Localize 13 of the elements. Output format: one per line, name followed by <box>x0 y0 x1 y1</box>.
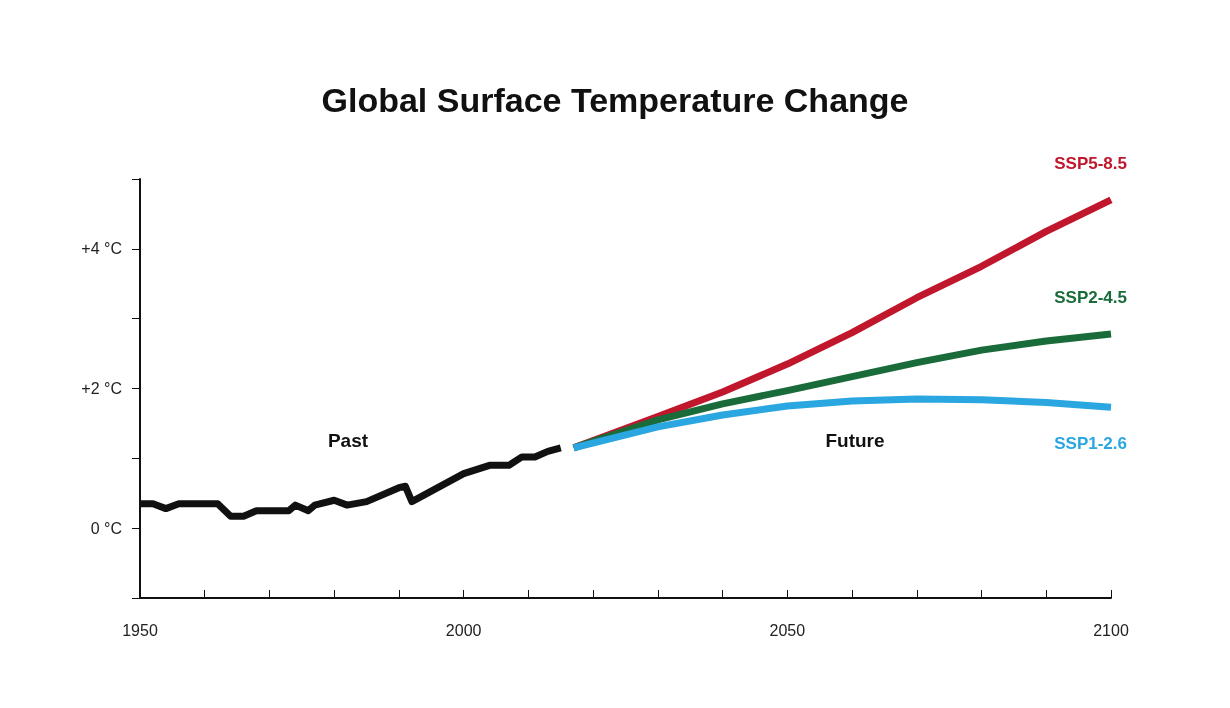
y-tick-label: 0 °C <box>90 519 122 537</box>
series-label: SSP1-2.6 <box>1054 434 1127 454</box>
y-tick-label: +2 °C <box>81 380 122 397</box>
chart-title: Global Surface Temperature Change <box>321 81 909 119</box>
y-tick-label: +4 °C <box>81 240 122 258</box>
x-tick-label: 2100 <box>1093 621 1129 639</box>
x-tick-label: 2000 <box>445 621 482 639</box>
annotation: Future <box>825 429 885 451</box>
series-label: SSP5-8.5 <box>1054 153 1127 173</box>
x-tick-label: 1950 <box>122 621 158 639</box>
series-label: SSP2-4.5 <box>1054 288 1127 308</box>
annotation: Past <box>327 429 369 451</box>
x-tick-label: 2050 <box>769 621 806 639</box>
